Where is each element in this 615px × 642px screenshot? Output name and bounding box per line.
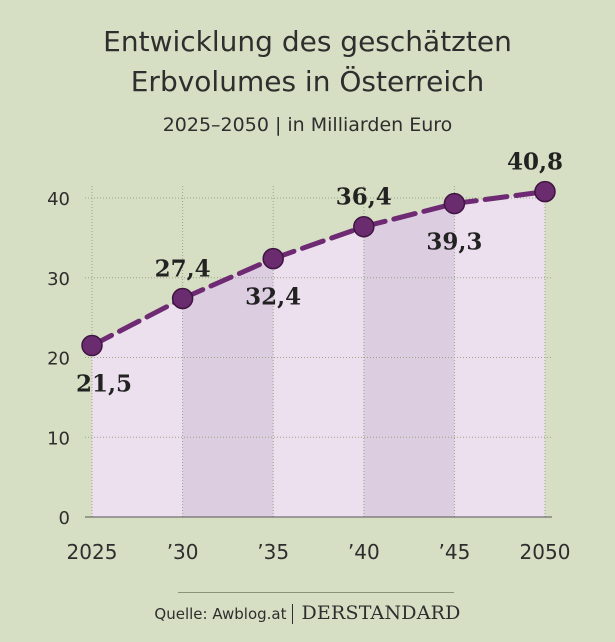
data-point-2040 (353, 215, 375, 238)
y-tick-label-40: 40 (47, 189, 70, 210)
data-point-2050 (534, 180, 556, 203)
data-point-2025 (81, 334, 103, 357)
chart-subtitle: 2025–2050 | in Milliarden Euro (162, 114, 453, 136)
area-band-2 (182, 258, 274, 517)
data-point-2045 (443, 192, 466, 215)
y-tick-label-20: 20 (47, 349, 70, 370)
data-point-2030 (171, 287, 194, 310)
footer-separator (292, 604, 294, 624)
y-tick-label-0: 0 (59, 508, 70, 529)
area-band-5 (454, 191, 545, 517)
source-note: Quelle: Awblog.at (154, 605, 287, 623)
y-tick-label-30: 30 (47, 269, 70, 290)
series-line-segment-2 (180, 256, 276, 301)
data-point-2035 (262, 247, 284, 270)
data-label-2030: 27,4 (155, 255, 211, 282)
chart-title-line-2: Erbvolumes in Österreich (130, 65, 485, 98)
data-label-2050: 40,8 (507, 149, 563, 176)
y-tick-label-10: 10 (47, 428, 70, 449)
footer-divider (178, 592, 454, 593)
series-line-segment-3 (270, 224, 367, 262)
publisher-logo: DERSTANDARD (301, 602, 461, 624)
x-tick-label-2030: ’30 (167, 540, 199, 564)
footer: Quelle: Awblog.at DERSTANDARD (0, 602, 615, 624)
series-line-segment-4 (361, 201, 457, 230)
chart-title: Entwicklung des geschätzten Erbvolumes i… (0, 22, 615, 102)
data-label-2025: 21,5 (76, 371, 132, 398)
x-tick-label-2050: 2050 (520, 540, 571, 564)
area-band-3 (273, 226, 364, 517)
x-tick-label-2045: ’45 (438, 540, 470, 564)
x-tick-label-2025: 2025 (67, 540, 118, 564)
x-tick-label-2035: ’35 (257, 540, 289, 564)
data-label-2035: 32,4 (245, 284, 301, 311)
area-band-1 (92, 298, 183, 517)
series-line-segment-5 (451, 189, 548, 207)
x-tick-label-2040: ’40 (348, 540, 380, 564)
chart-title-line-1: Entwicklung des geschätzten (103, 25, 512, 58)
data-label-2045: 39,3 (426, 229, 482, 256)
area-band-4 (363, 203, 455, 517)
series-line-segment-1 (89, 295, 186, 349)
data-label-2040: 36,4 (336, 184, 392, 211)
